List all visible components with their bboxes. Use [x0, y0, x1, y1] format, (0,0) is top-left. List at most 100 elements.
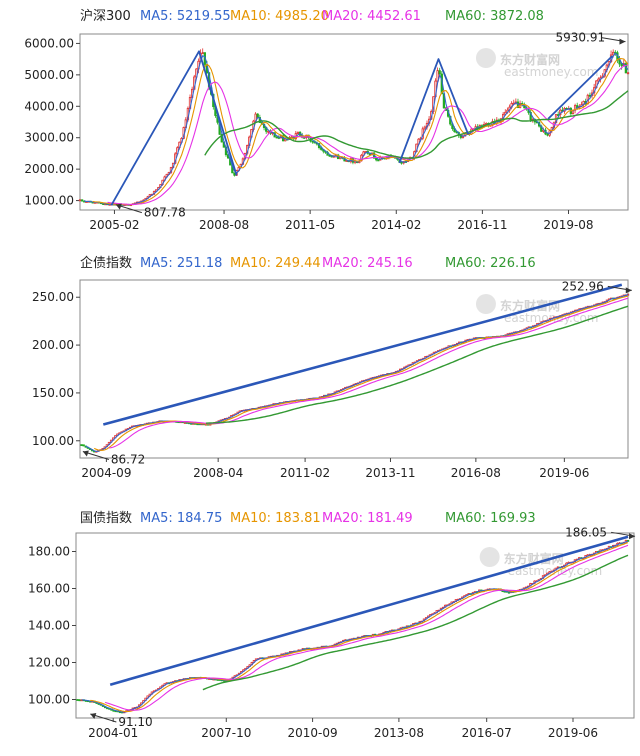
- candle-body: [546, 133, 549, 136]
- ma10-line: [90, 542, 629, 713]
- x-tick-label: 2010-09: [288, 726, 338, 740]
- legend-ma20: MA20: 181.49: [322, 511, 413, 526]
- trough-arrowhead: [115, 203, 122, 210]
- y-tick-label: 150.00: [32, 386, 74, 400]
- trend-lines: [109, 535, 629, 686]
- y-axis: 100.00 120.00 140.00 160.00 180.00: [28, 545, 76, 707]
- trough-annotation: 86.72: [82, 450, 145, 466]
- candle-body: [78, 699, 81, 702]
- x-axis: 2004-01 2007-10 2010-09 2013-08 2016-07 2019-…: [88, 718, 598, 740]
- candle-body: [256, 113, 259, 118]
- x-tick-label: 2016-11: [457, 218, 507, 232]
- x-tick-label: 2013-11: [365, 466, 415, 480]
- candle-body: [296, 131, 300, 135]
- y-tick-label: 140.00: [28, 619, 70, 633]
- x-tick-label: 2008-04: [193, 466, 243, 480]
- trough-label: 807.78: [144, 206, 186, 220]
- trend-lines: [110, 50, 613, 206]
- watermark-logo-icon: [475, 294, 496, 314]
- y-tick-label: 180.00: [28, 545, 70, 559]
- peak-arrowhead: [629, 533, 636, 540]
- trough-arrowhead: [90, 712, 97, 719]
- trough-label: 86.72: [111, 452, 145, 466]
- ma20-line: [104, 544, 629, 711]
- watermark-brand: 东方财富网: [500, 298, 560, 313]
- ma60-line: [205, 305, 629, 424]
- legend-ma60: MA60: 169.93: [445, 511, 536, 526]
- legend-ma10: MA10: 249.44: [230, 256, 321, 271]
- x-tick-label: 2011-02: [280, 466, 330, 480]
- moving-averages: [84, 52, 629, 206]
- x-tick-label: 2014-02: [371, 218, 421, 232]
- y-tick-label: 1000.00: [24, 194, 74, 208]
- plot-area: [75, 532, 635, 719]
- trend-line: [547, 55, 613, 120]
- candle-body: [201, 52, 204, 55]
- chart-title: 国债指数: [80, 511, 132, 526]
- peak-annotation: 186.05: [565, 525, 636, 540]
- candle-body: [423, 126, 427, 130]
- candle-body: [612, 51, 615, 56]
- x-tick-label: 2016-07: [462, 726, 512, 740]
- watermark-site: eastmoney.com: [504, 65, 599, 79]
- legend: 国债指数 MA5: 184.75 MA10: 183.81 MA20: 181.49 M…: [80, 511, 536, 526]
- x-tick-label: 2013-08: [374, 726, 424, 740]
- peak-annotation: 252.96: [562, 279, 632, 294]
- watermark-logo-icon: [475, 48, 496, 68]
- candle-body: [80, 444, 83, 447]
- y-tick-label: 6000.00: [24, 36, 74, 50]
- chart-title: 企债指数: [80, 255, 132, 271]
- peak-arrowhead: [619, 38, 626, 45]
- y-axis: 1000.00 2000.00 3000.00 4000.00 5000.00 6000.…: [24, 36, 80, 208]
- trough-annotation: 91.10: [90, 712, 153, 729]
- plot-area: [79, 279, 629, 459]
- candle-body: [328, 154, 331, 157]
- moving-averages: [85, 294, 629, 452]
- x-axis: 2005-02 2008-08 2011-05 2014-02 2016-11 2019-…: [89, 210, 594, 232]
- ma60-line: [204, 90, 629, 159]
- trend-line: [398, 58, 470, 164]
- ma20-line: [107, 64, 629, 205]
- candle-body: [375, 157, 378, 161]
- legend-ma5: MA5: 5219.55: [140, 9, 231, 24]
- peak-label: 5930.91: [555, 31, 605, 45]
- trend-line: [102, 283, 623, 426]
- x-tick-label: 2007-10: [201, 726, 251, 740]
- chart-title: 沪深300: [80, 8, 131, 24]
- y-axis: 100.00 150.00 200.00 250.00: [32, 290, 80, 448]
- ma10-line: [92, 58, 629, 206]
- x-tick-label: 2004-01: [88, 726, 138, 740]
- x-tick-label: 2019-08: [543, 218, 593, 232]
- candle-body: [377, 159, 380, 162]
- trough-label: 91.10: [118, 715, 152, 729]
- y-tick-label: 100.00: [28, 693, 70, 707]
- y-tick-label: 5000.00: [24, 68, 74, 82]
- candle-body: [267, 130, 270, 133]
- y-tick-label: 250.00: [32, 290, 74, 304]
- x-axis: 2004-09 2008-04 2011-02 2013-11 2016-08 2019-…: [81, 458, 589, 480]
- candle-body: [311, 140, 314, 143]
- candle-body: [438, 70, 441, 75]
- legend-ma10: MA10: 4985.20: [230, 9, 329, 24]
- x-tick-label: 2011-05: [285, 218, 335, 232]
- candle-body: [275, 136, 278, 139]
- trough-annotation: 807.78: [115, 203, 186, 220]
- x-tick-label: 2005-02: [89, 218, 139, 232]
- peak-label: 252.96: [562, 279, 604, 293]
- watermark-brand: 东方财富网: [504, 551, 564, 566]
- peak-annotation: 5930.91: [555, 31, 626, 45]
- watermark-site: eastmoney.com: [508, 564, 603, 578]
- peak-arrowhead: [625, 287, 632, 294]
- candle-body: [626, 72, 630, 75]
- y-tick-label: 3000.00: [24, 131, 74, 145]
- y-tick-label: 2000.00: [24, 162, 74, 176]
- y-tick-label: 200.00: [32, 338, 74, 352]
- trend-lines: [102, 283, 623, 426]
- candle-body: [620, 63, 623, 67]
- y-tick-label: 100.00: [32, 434, 74, 448]
